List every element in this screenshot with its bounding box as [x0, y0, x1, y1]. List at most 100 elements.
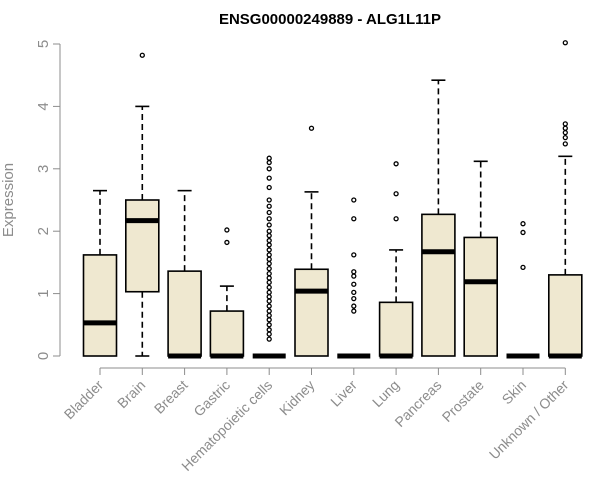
outlier-point	[266, 197, 272, 203]
y-tick-label: 3	[35, 165, 52, 173]
box-group	[125, 52, 160, 357]
x-tick-label: Kidney	[276, 377, 318, 419]
outlier-point	[224, 239, 230, 246]
y-tick-label: 0	[35, 352, 52, 360]
chart-title: ENSG00000249889 - ALG1L11P	[219, 11, 441, 28]
outlier-point	[266, 237, 272, 244]
box-group	[209, 227, 245, 359]
x-tick-label: Unknown / Other	[486, 377, 572, 463]
outlier-point	[266, 275, 272, 281]
box-group	[421, 79, 456, 357]
box-group	[506, 221, 540, 359]
outlier-point	[351, 273, 357, 279]
box	[463, 236, 499, 357]
x-tick-label: Brain	[114, 377, 148, 411]
outlier-point	[266, 260, 272, 267]
outlier-point	[266, 284, 272, 291]
outlier-point	[266, 265, 272, 272]
outlier-point	[351, 252, 357, 258]
outlier-point	[266, 270, 272, 277]
outlier-point	[266, 247, 272, 253]
outlier-point	[351, 295, 357, 302]
box	[547, 274, 583, 357]
outlier-point	[266, 232, 272, 239]
outlier-point	[562, 40, 568, 46]
outlier-point	[393, 191, 399, 197]
outlier-point	[266, 175, 272, 181]
outlier-point	[266, 308, 272, 314]
outlier-point	[266, 155, 272, 161]
outlier-point	[351, 197, 357, 203]
outlier-point	[139, 52, 145, 58]
outlier-point	[266, 228, 272, 234]
outlier-point	[308, 125, 315, 131]
outlier-point	[351, 281, 357, 287]
y-tick-label: 1	[35, 289, 52, 297]
y-tick-label: 5	[35, 40, 52, 48]
outlier-point	[562, 141, 568, 147]
outlier-point	[266, 184, 272, 191]
y-axis: 0 1 2 3 4 5	[35, 40, 61, 360]
x-tick-label: Lung	[369, 377, 402, 410]
outlier-point	[266, 317, 272, 323]
box	[378, 301, 414, 357]
boxes	[82, 40, 583, 359]
box	[125, 199, 160, 293]
outlier-point	[562, 121, 568, 127]
x-tick-label: Bladder	[61, 377, 107, 423]
box	[167, 270, 202, 357]
x-tick-label: Prostate	[439, 377, 487, 425]
box-group	[294, 125, 329, 357]
box-group	[463, 160, 499, 357]
outlier-point	[562, 129, 568, 136]
outlier-point	[266, 336, 272, 342]
outlier-point	[266, 252, 272, 258]
outlier-point	[266, 159, 272, 166]
x-tick-label: Pancreas	[391, 377, 444, 430]
y-tick-label: 2	[35, 227, 52, 235]
outlier-point	[266, 166, 272, 172]
outlier-point	[266, 242, 272, 248]
outlier-point	[266, 298, 272, 304]
outlier-point	[351, 216, 357, 222]
outlier-point	[266, 294, 272, 300]
box-group	[82, 189, 118, 357]
x-tick-label: Skin	[499, 377, 530, 408]
outlier-point	[520, 264, 526, 271]
box-group	[252, 155, 286, 359]
outlier-point	[266, 216, 272, 222]
outlier-point	[266, 322, 272, 328]
outlier-point	[224, 227, 230, 233]
outlier-point	[520, 229, 526, 236]
outlier-point	[266, 331, 272, 337]
outlier-point	[266, 222, 272, 228]
y-tick-label: 4	[35, 102, 52, 110]
outlier-point	[266, 203, 272, 209]
x-tick-label: Liver	[327, 377, 360, 410]
outlier-point	[351, 289, 357, 296]
outlier-point	[266, 279, 272, 286]
y-axis-label: Expression	[0, 163, 17, 237]
outlier-point	[266, 256, 272, 262]
box	[421, 213, 456, 357]
outlier-point	[266, 327, 272, 333]
box	[82, 254, 118, 357]
outlier-point	[520, 221, 526, 227]
outlier-point	[562, 134, 568, 141]
outlier-point	[351, 308, 357, 314]
box	[209, 310, 245, 357]
outlier-point	[393, 216, 399, 222]
outlier-point	[562, 125, 568, 131]
box	[294, 268, 329, 357]
outlier-point	[266, 312, 272, 319]
outlier-point	[393, 161, 399, 167]
x-tick-label: Breast	[151, 377, 191, 417]
box-group	[378, 161, 414, 359]
outlier-point	[266, 289, 272, 296]
outlier-point	[266, 303, 272, 309]
outlier-point	[351, 303, 357, 309]
box-group	[167, 189, 202, 359]
box-group	[337, 197, 371, 359]
